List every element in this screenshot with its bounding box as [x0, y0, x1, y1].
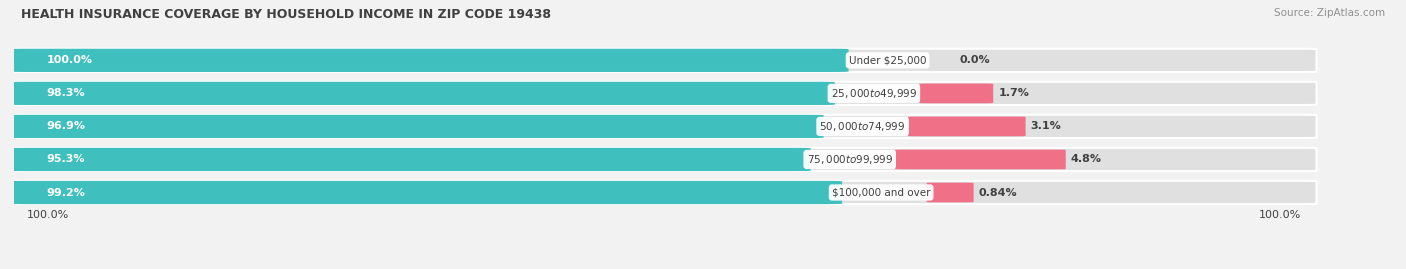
Text: Source: ZipAtlas.com: Source: ZipAtlas.com: [1274, 8, 1385, 18]
FancyBboxPatch shape: [11, 181, 842, 204]
Text: 98.3%: 98.3%: [46, 89, 86, 98]
Text: $50,000 to $74,999: $50,000 to $74,999: [820, 120, 905, 133]
Text: Under $25,000: Under $25,000: [849, 55, 927, 65]
FancyBboxPatch shape: [927, 183, 973, 202]
FancyBboxPatch shape: [11, 115, 824, 138]
Text: 100.0%: 100.0%: [27, 210, 69, 220]
Text: 100.0%: 100.0%: [46, 55, 93, 65]
Text: 1.7%: 1.7%: [998, 89, 1029, 98]
Text: 95.3%: 95.3%: [46, 154, 84, 164]
Text: 96.9%: 96.9%: [46, 121, 86, 132]
FancyBboxPatch shape: [11, 82, 1316, 105]
Text: HEALTH INSURANCE COVERAGE BY HOUSEHOLD INCOME IN ZIP CODE 19438: HEALTH INSURANCE COVERAGE BY HOUSEHOLD I…: [21, 8, 551, 21]
Text: 100.0%: 100.0%: [1258, 210, 1301, 220]
Text: $75,000 to $99,999: $75,000 to $99,999: [807, 153, 893, 166]
FancyBboxPatch shape: [908, 116, 1025, 136]
Text: 4.8%: 4.8%: [1071, 154, 1102, 164]
Text: $100,000 and over: $100,000 and over: [832, 187, 931, 197]
FancyBboxPatch shape: [896, 150, 1066, 169]
Text: 3.1%: 3.1%: [1031, 121, 1062, 132]
Text: 0.0%: 0.0%: [959, 55, 990, 65]
FancyBboxPatch shape: [11, 49, 849, 72]
FancyBboxPatch shape: [11, 82, 835, 105]
FancyBboxPatch shape: [11, 181, 1316, 204]
FancyBboxPatch shape: [920, 84, 993, 103]
FancyBboxPatch shape: [11, 148, 811, 171]
FancyBboxPatch shape: [11, 49, 1316, 72]
FancyBboxPatch shape: [11, 148, 1316, 171]
Text: 99.2%: 99.2%: [46, 187, 86, 197]
FancyBboxPatch shape: [11, 115, 1316, 138]
Text: $25,000 to $49,999: $25,000 to $49,999: [831, 87, 917, 100]
Text: 0.84%: 0.84%: [979, 187, 1018, 197]
